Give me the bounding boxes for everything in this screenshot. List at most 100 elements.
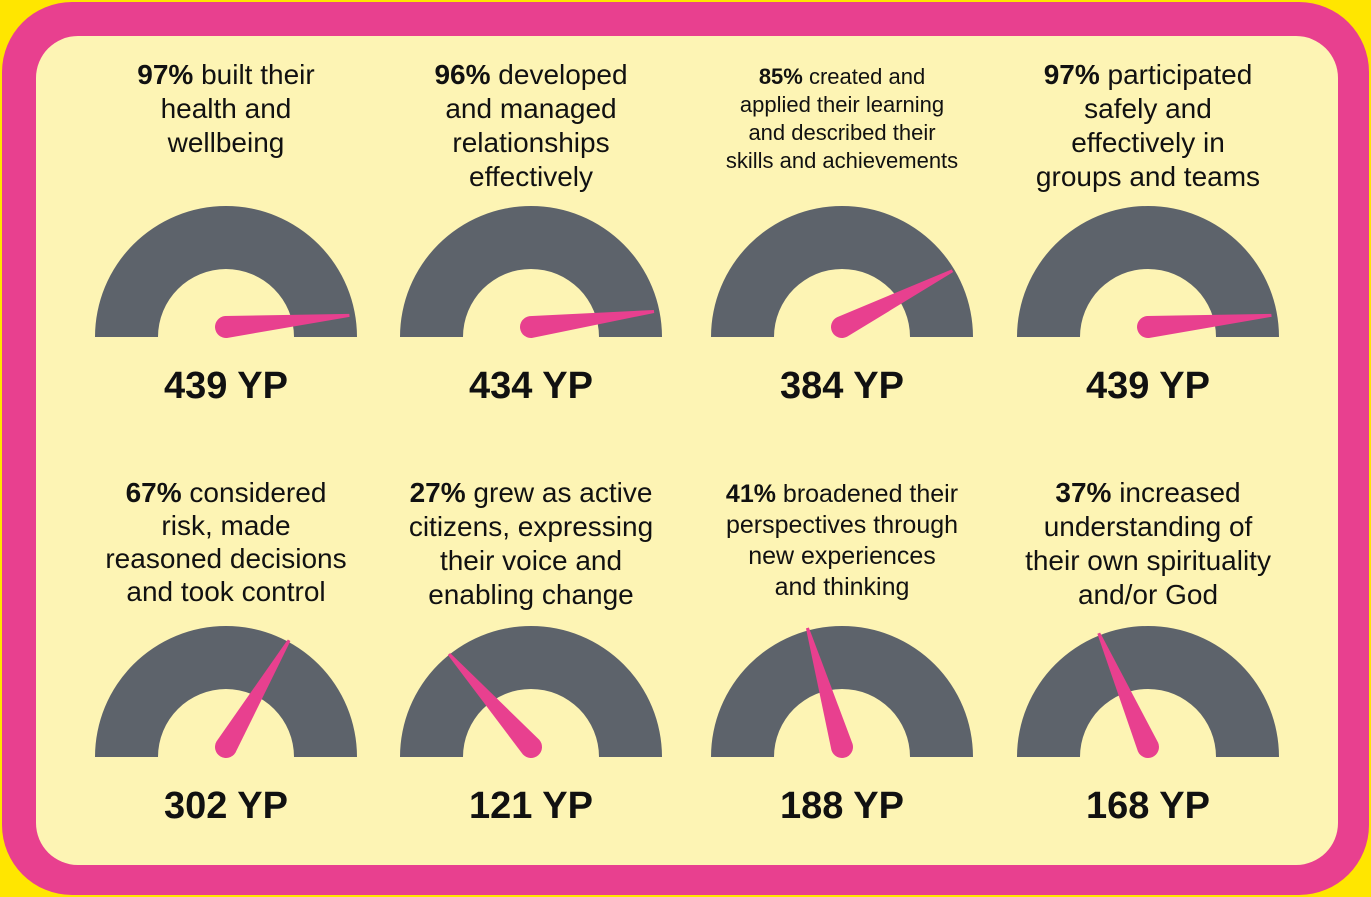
description-text: considered: [189, 477, 326, 508]
description-line: risk, made: [161, 510, 290, 541]
description-text: reasoned decisions: [105, 543, 346, 574]
description-text: applied their learning: [740, 92, 944, 117]
description-text: broadened their: [783, 480, 958, 508]
description-line: health and: [161, 93, 292, 124]
panel: [36, 36, 1338, 865]
percent-label: 41%: [726, 480, 776, 508]
percent-label: 67%: [126, 477, 182, 508]
description-line: relationships: [452, 127, 609, 158]
percent-label: 37%: [1055, 477, 1111, 508]
description-line: 96% developed: [434, 59, 627, 90]
description-line: wellbeing: [167, 127, 285, 158]
space: [1100, 59, 1108, 90]
description-line: effectively in: [1071, 127, 1225, 158]
description-text: citizens, expressing: [409, 511, 653, 542]
space: [776, 480, 783, 508]
description-line: safely and: [1084, 93, 1212, 124]
description-line: citizens, expressing: [409, 511, 653, 542]
description-text: perspectives through: [726, 511, 958, 539]
description-text: created and: [809, 64, 925, 89]
description-line: 97% built their: [137, 59, 314, 90]
gauge-arc: [1017, 626, 1279, 757]
description-line: effectively: [469, 161, 593, 192]
space: [1111, 477, 1119, 508]
description-text: participated: [1108, 59, 1253, 90]
percent-label: 97%: [137, 59, 193, 90]
needle: [1137, 313, 1272, 338]
description-text: wellbeing: [167, 127, 285, 158]
description-line: and took control: [126, 576, 325, 607]
description-text: and managed: [445, 93, 616, 124]
description-text: grew as active: [473, 477, 652, 508]
yp-label: 434 YP: [469, 365, 593, 407]
description-text: safely and: [1084, 93, 1212, 124]
description-line: groups and teams: [1036, 161, 1260, 192]
description-line: perspectives through: [726, 511, 958, 539]
percent-label: 85%: [759, 64, 803, 89]
description-text: groups and teams: [1036, 161, 1260, 192]
yp-label: 188 YP: [780, 785, 904, 827]
description-line: skills and achievements: [726, 148, 958, 173]
description-text: their voice and: [440, 545, 622, 576]
description-line: enabling change: [428, 579, 634, 610]
gauge-arc: [95, 206, 357, 337]
description-text: effectively in: [1071, 127, 1225, 158]
description-text: risk, made: [161, 510, 290, 541]
description-text: and described their: [748, 120, 935, 145]
description-text: increased: [1119, 477, 1240, 508]
needle: [1097, 632, 1160, 759]
description-line: their own spirituality: [1025, 545, 1271, 576]
description-text: new experiences: [748, 542, 936, 570]
space: [193, 59, 201, 90]
space: [466, 477, 474, 508]
description-text: and thinking: [775, 573, 910, 601]
gauge-arc: [711, 626, 973, 757]
description-line: reasoned decisions: [105, 543, 346, 574]
needle: [215, 313, 350, 338]
needle: [447, 652, 542, 758]
yp-label: 439 YP: [1086, 365, 1210, 407]
gauge-arc: [400, 206, 662, 337]
description-text: enabling change: [428, 579, 634, 610]
description-text: their own spirituality: [1025, 545, 1271, 576]
description-text: effectively: [469, 161, 593, 192]
needle: [520, 309, 655, 338]
percent-label: 97%: [1044, 59, 1100, 90]
yp-label: 121 YP: [469, 785, 593, 827]
description-text: and/or God: [1078, 579, 1218, 610]
description-text: health and: [161, 93, 292, 124]
description-text: understanding of: [1044, 511, 1253, 542]
gauge-arc: [400, 626, 662, 757]
description-line: and described their: [748, 120, 935, 145]
yp-label: 439 YP: [164, 365, 288, 407]
description-line: new experiences: [748, 542, 936, 570]
space: [182, 477, 190, 508]
yp-label: 302 YP: [164, 785, 288, 827]
description-line: and thinking: [775, 573, 910, 601]
description-line: understanding of: [1044, 511, 1253, 542]
description-line: 85% created and: [759, 64, 925, 89]
description-text: relationships: [452, 127, 609, 158]
percent-label: 27%: [410, 477, 466, 508]
description-line: and managed: [445, 93, 616, 124]
description-text: built their: [201, 59, 315, 90]
yp-label: 168 YP: [1086, 785, 1210, 827]
description-text: and took control: [126, 576, 325, 607]
description-line: their voice and: [440, 545, 622, 576]
description-text: skills and achievements: [726, 148, 958, 173]
description-line: 41% broadened their: [726, 480, 958, 508]
needle: [215, 639, 291, 758]
description-line: 97% participated: [1044, 59, 1253, 90]
gauge-arc: [711, 206, 973, 337]
description-line: 37% increased: [1055, 477, 1240, 508]
gauge-arc: [1017, 206, 1279, 337]
description-line: and/or God: [1078, 579, 1218, 610]
space: [491, 59, 499, 90]
percent-label: 96%: [434, 59, 490, 90]
description-line: 67% considered: [126, 477, 327, 508]
needle: [805, 627, 853, 758]
yp-label: 384 YP: [780, 365, 904, 407]
needle: [831, 269, 954, 338]
description-line: 27% grew as active: [410, 477, 653, 508]
